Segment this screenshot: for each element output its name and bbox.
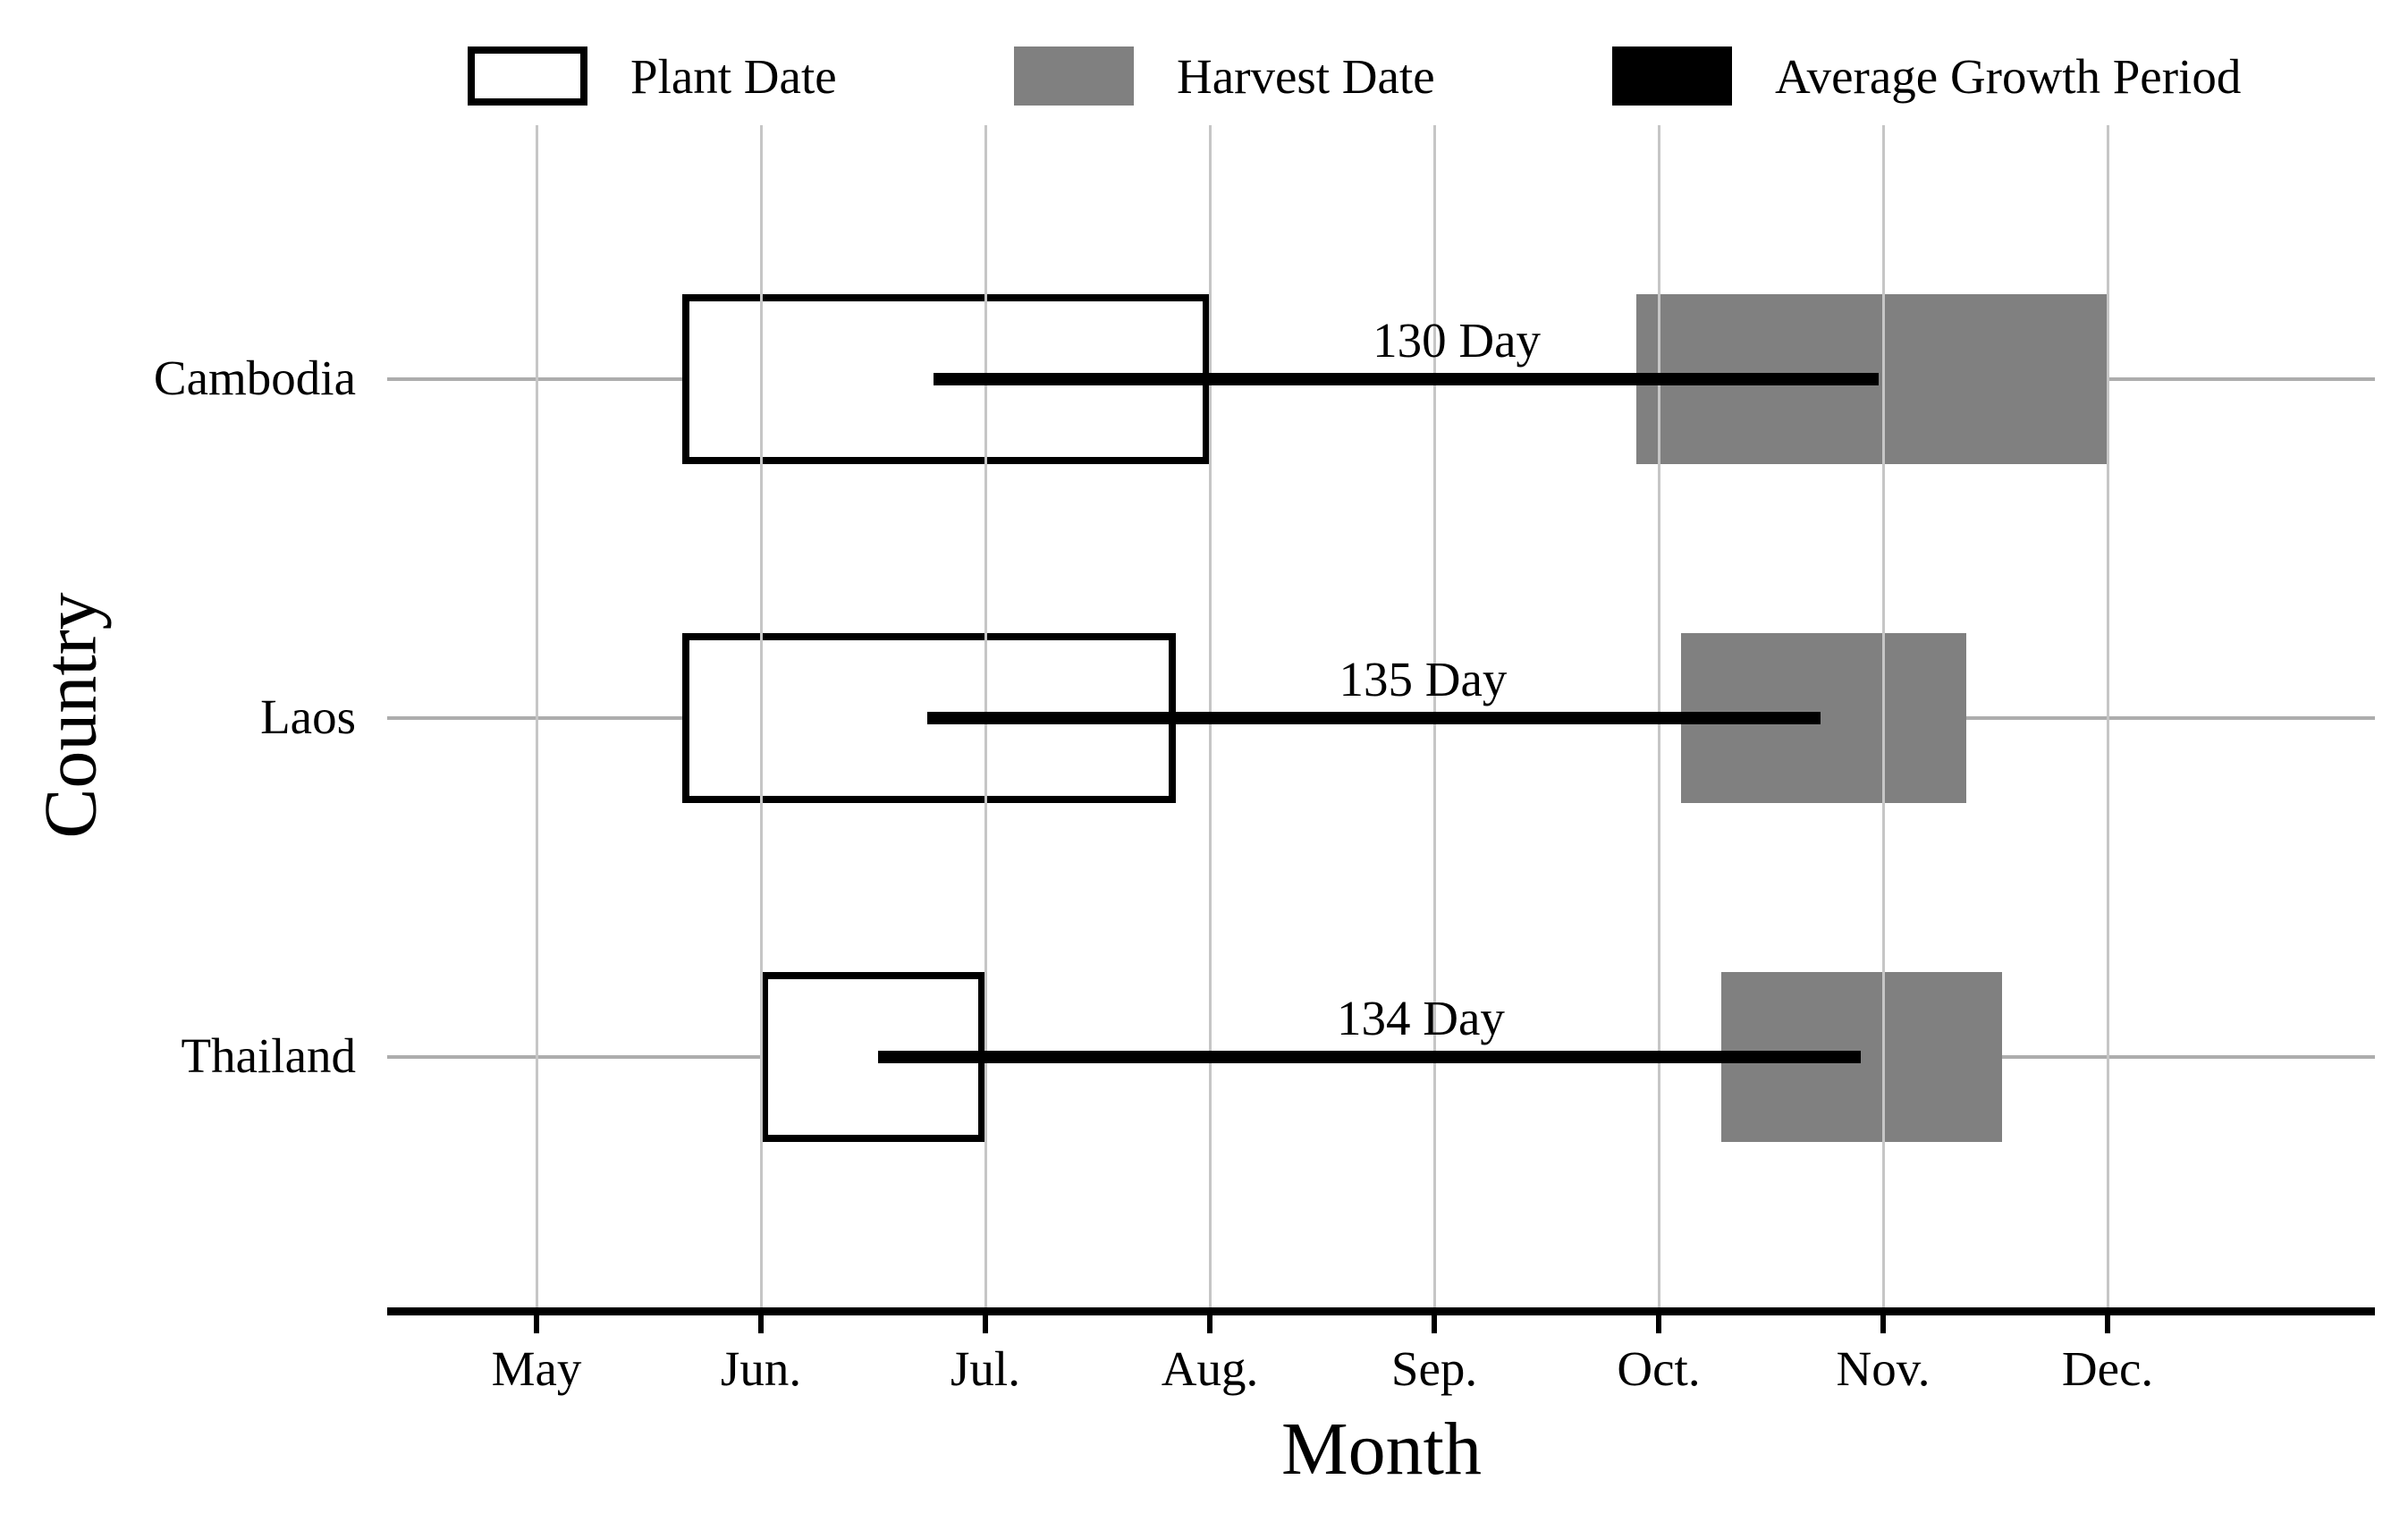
x-axis-tick <box>983 1315 988 1333</box>
growth-days-label: 135 Day <box>1339 652 1508 706</box>
legend-label-plant-date: Plant Date <box>630 48 837 104</box>
month-gridline <box>535 125 538 1307</box>
legend-item-harvest-date: Harvest Date <box>1014 46 1435 106</box>
legend-item-average-growth-period: Average Growth Period <box>1612 46 2241 106</box>
x-tick-label: Jun. <box>720 1341 802 1396</box>
legend-label-average-growth-period: Average Growth Period <box>1775 48 2242 104</box>
x-axis-line <box>387 1307 2375 1315</box>
growth-days-label: 134 Day <box>1336 991 1505 1045</box>
x-tick-label: Sep. <box>1390 1341 1478 1396</box>
y-tick-label: Laos <box>260 689 356 745</box>
x-tick-label: Nov. <box>1836 1341 1931 1396</box>
x-tick-label: May <box>491 1341 582 1396</box>
month-gridline <box>759 125 763 1307</box>
growth-period-line <box>877 1051 1861 1063</box>
x-axis-tick <box>758 1315 764 1333</box>
y-tick-label: Cambodia <box>153 351 356 406</box>
x-axis-tick <box>1656 1315 1661 1333</box>
month-gridline <box>2106 125 2109 1307</box>
x-axis-tick <box>1880 1315 1886 1333</box>
x-axis-tick <box>1207 1315 1212 1333</box>
x-axis-tick <box>2105 1315 2110 1333</box>
growth-period-line <box>926 712 1821 724</box>
growth-period-line <box>934 373 1879 385</box>
x-tick-label: Oct. <box>1617 1341 1701 1396</box>
x-tick-label: Jul. <box>951 1341 1020 1396</box>
legend-label-harvest-date: Harvest Date <box>1177 48 1435 104</box>
month-gridline <box>1881 125 1885 1307</box>
x-tick-label: Dec. <box>2061 1341 2154 1396</box>
x-axis-tick <box>534 1315 539 1333</box>
x-axis-tick <box>1432 1315 1437 1333</box>
x-axis-title: Month <box>1280 1408 1483 1491</box>
legend-item-plant-date: Plant Date <box>468 46 837 106</box>
growth-days-label: 130 Day <box>1373 313 1542 368</box>
x-tick-label: Aug. <box>1161 1341 1259 1396</box>
average-growth-period-swatch <box>1612 47 1732 106</box>
plant-date-swatch <box>468 47 587 106</box>
y-tick-label: Thailand <box>181 1028 356 1084</box>
harvest-date-swatch <box>1014 47 1134 106</box>
